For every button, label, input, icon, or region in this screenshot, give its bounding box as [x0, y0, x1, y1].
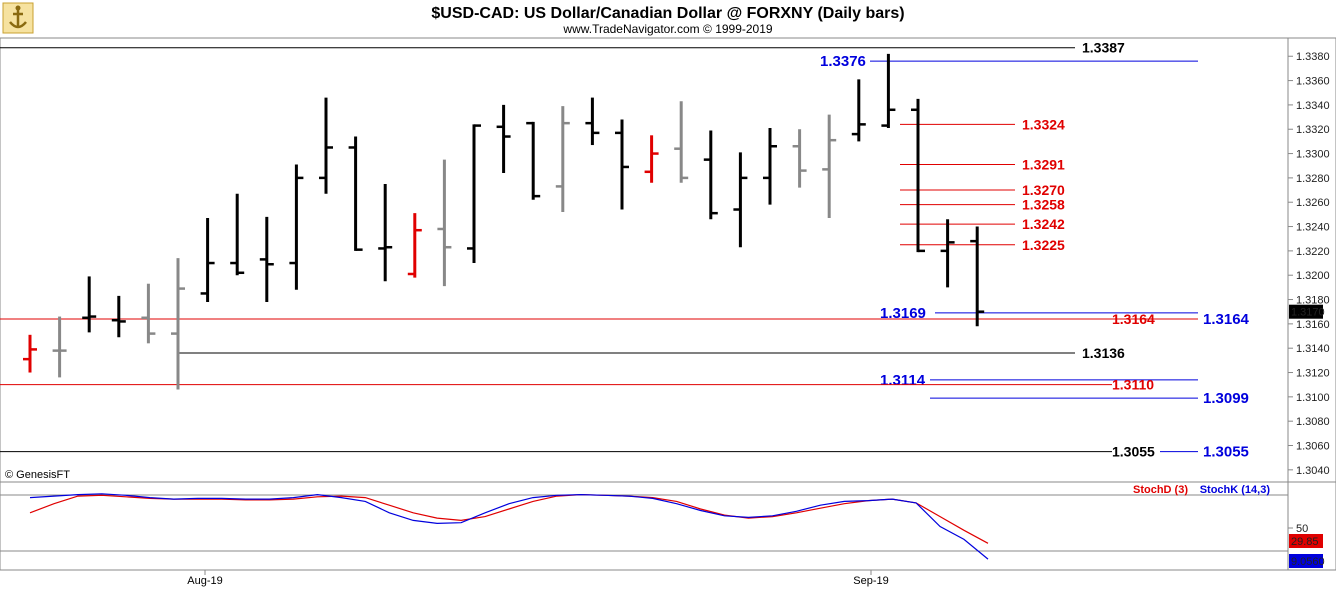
y-tick-label: 1.3160	[1296, 319, 1330, 331]
ohlc-bar	[851, 79, 866, 142]
ohlc-bar	[585, 97, 600, 146]
level-label: 1.3291	[1022, 157, 1065, 173]
y-tick-label: 1.3080	[1296, 416, 1330, 428]
y-tick-label: 1.3200	[1296, 270, 1330, 282]
ohlc-bar	[792, 129, 807, 188]
ohlc-bar	[437, 159, 452, 287]
y-tick-label: 1.3040	[1296, 465, 1330, 477]
level-label: 1.3270	[1022, 182, 1065, 198]
ohlc-bar	[171, 258, 185, 390]
stoch-last-badge	[1289, 534, 1323, 548]
ohlc-bar	[348, 136, 363, 251]
level-label: 1.3164	[1203, 311, 1250, 328]
level-label: 1.3258	[1022, 197, 1065, 213]
stoch-last-label: 29.85	[1291, 536, 1319, 548]
ohlc-bar	[881, 53, 896, 129]
y-tick-label: 1.3220	[1296, 246, 1330, 258]
level-label: 1.3169	[880, 305, 926, 322]
level-label: 1.3225	[1022, 237, 1065, 253]
price-panel-frame	[0, 37, 1336, 483]
chart-subtitle: www.TradeNavigator.com © 1999-2019	[562, 22, 772, 36]
level-label: 1.3376	[820, 53, 866, 70]
ohlc-bar	[52, 316, 67, 378]
level-label: 1.3324	[1022, 116, 1065, 132]
stoch-tick-label: 50	[1296, 523, 1308, 535]
ohlc-bar	[407, 213, 422, 278]
level-label: 1.3164	[1112, 311, 1155, 327]
y-tick-label: 1.3280	[1296, 173, 1330, 185]
level-label: 1.3387	[1082, 40, 1125, 56]
level-label: 1.3136	[1082, 345, 1125, 361]
ohlc-bar	[319, 97, 333, 194]
copyright-label: © GenesisFT	[5, 469, 70, 481]
level-label: 1.3055	[1112, 444, 1155, 460]
ohlc-bar	[259, 216, 274, 302]
y-tick-label: 1.3120	[1296, 368, 1330, 380]
ohlc-bar	[378, 183, 393, 282]
ohlc-bar	[674, 101, 689, 183]
legend-stochd: StochD (3)	[1133, 484, 1188, 496]
ohlc-bar	[23, 334, 37, 373]
chart-title: $USD-CAD: US Dollar/Canadian Dollar @ FO…	[431, 5, 904, 22]
y-tick-label: 1.3140	[1296, 343, 1330, 355]
stoch-last-badge	[1289, 554, 1323, 568]
stoch-line-k	[29, 493, 989, 560]
ohlc-bar	[970, 226, 985, 327]
ohlc-bar	[822, 114, 837, 219]
ohlc-bar	[733, 152, 748, 248]
y-tick-label: 1.3180	[1296, 295, 1330, 307]
ohlc-bar	[703, 130, 718, 220]
y-tick-label: 1.3360	[1296, 76, 1330, 88]
level-label: 1.3242	[1022, 216, 1065, 232]
ohlc-bar	[82, 276, 97, 333]
ohlc-bar	[111, 295, 126, 338]
y-tick-label: 1.3100	[1296, 392, 1330, 404]
legend-stochk: StochK (14,3)	[1200, 484, 1271, 496]
ohlc-bar	[141, 283, 156, 344]
ohlc-bar	[200, 218, 215, 302]
y-tick-label: 1.3260	[1296, 197, 1330, 209]
level-label: 1.3055	[1203, 444, 1249, 461]
ohlc-bar	[496, 104, 511, 174]
level-label: 1.3110	[1112, 377, 1154, 393]
ohlc-bar	[555, 106, 570, 212]
y-tick-label: 1.3380	[1296, 51, 1330, 63]
y-tick-label: 1.3060	[1296, 441, 1330, 453]
level-label: 1.3114	[880, 372, 926, 389]
ohlc-bar	[289, 164, 304, 290]
x-label-sep: Sep-19	[853, 575, 888, 587]
ohlc-bar	[615, 119, 629, 210]
last-price-label: 1.3170	[1291, 307, 1325, 319]
stoch-last-label: 9.0560	[1291, 556, 1325, 568]
ohlc-bar	[911, 98, 925, 253]
ohlc-bar	[467, 124, 481, 264]
ohlc-bar	[763, 128, 777, 205]
y-tick-label: 1.3320	[1296, 124, 1330, 136]
ohlc-bar	[940, 219, 955, 288]
ohlc-bar	[230, 193, 245, 276]
logo-icon	[2, 2, 34, 34]
x-label-aug: Aug-19	[187, 575, 222, 587]
y-tick-label: 1.3240	[1296, 222, 1330, 234]
last-price-badge	[1289, 304, 1323, 319]
y-tick-label: 1.3300	[1296, 149, 1330, 161]
ohlc-bar	[644, 135, 659, 183]
ohlc-bar	[526, 121, 541, 200]
level-label: 1.3099	[1203, 390, 1249, 407]
y-tick-label: 1.3340	[1296, 100, 1330, 112]
